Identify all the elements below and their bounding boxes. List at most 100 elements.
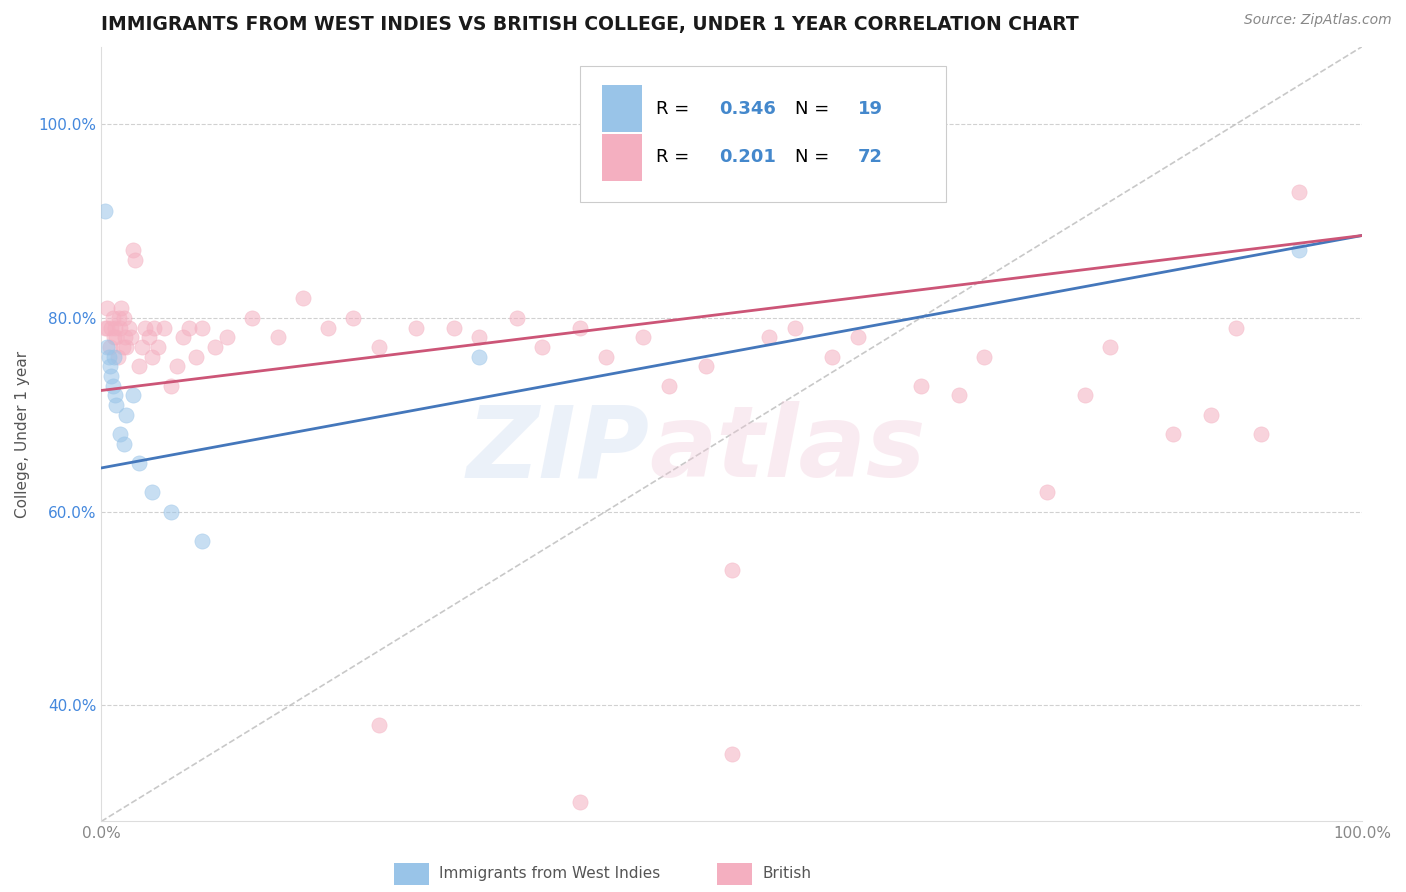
Point bbox=[115, 408, 138, 422]
Text: 72: 72 bbox=[858, 148, 883, 167]
Point bbox=[108, 310, 131, 325]
Point bbox=[191, 533, 214, 548]
Point bbox=[172, 330, 194, 344]
Point bbox=[267, 330, 290, 344]
Point bbox=[112, 310, 135, 325]
Point bbox=[367, 340, 389, 354]
Point bbox=[110, 301, 132, 315]
Point bbox=[316, 320, 339, 334]
Point bbox=[367, 717, 389, 731]
Point bbox=[1250, 427, 1272, 442]
Text: ZIP: ZIP bbox=[467, 401, 650, 498]
Point bbox=[138, 330, 160, 344]
Point bbox=[846, 330, 869, 344]
Point bbox=[121, 243, 143, 257]
Text: 0.201: 0.201 bbox=[718, 148, 776, 167]
Point bbox=[159, 504, 181, 518]
Point bbox=[104, 320, 127, 334]
Point bbox=[184, 350, 207, 364]
Point bbox=[112, 436, 135, 450]
Point bbox=[783, 320, 806, 334]
Text: British: British bbox=[762, 866, 811, 880]
Point bbox=[115, 340, 138, 354]
Text: 19: 19 bbox=[858, 100, 883, 118]
Point bbox=[1036, 485, 1059, 500]
Point bbox=[166, 359, 188, 374]
Point bbox=[569, 320, 592, 334]
Point bbox=[121, 388, 143, 402]
Text: atlas: atlas bbox=[650, 401, 927, 498]
Text: N =: N = bbox=[794, 100, 835, 118]
Point bbox=[720, 563, 742, 577]
Point bbox=[179, 320, 201, 334]
Point bbox=[468, 350, 491, 364]
Point bbox=[98, 340, 121, 354]
Point bbox=[103, 350, 125, 364]
Point bbox=[153, 320, 176, 334]
Point bbox=[111, 340, 134, 354]
FancyBboxPatch shape bbox=[602, 134, 643, 181]
Point bbox=[291, 292, 314, 306]
Point bbox=[120, 330, 142, 344]
Text: Immigrants from West Indies: Immigrants from West Indies bbox=[439, 866, 659, 880]
Point bbox=[101, 310, 124, 325]
Point bbox=[118, 320, 141, 334]
Point bbox=[103, 330, 125, 344]
Point bbox=[1161, 427, 1184, 442]
Point bbox=[720, 747, 742, 761]
Point bbox=[134, 320, 156, 334]
Point bbox=[1073, 388, 1095, 402]
Point bbox=[94, 204, 117, 219]
Point bbox=[141, 350, 163, 364]
Point bbox=[910, 378, 932, 392]
Point bbox=[217, 330, 239, 344]
Point bbox=[1098, 340, 1121, 354]
Text: 0.346: 0.346 bbox=[718, 100, 776, 118]
Text: R =: R = bbox=[657, 100, 695, 118]
Point bbox=[405, 320, 427, 334]
FancyBboxPatch shape bbox=[602, 86, 643, 132]
Point bbox=[1288, 185, 1310, 199]
Point bbox=[114, 330, 136, 344]
Text: Source: ZipAtlas.com: Source: ZipAtlas.com bbox=[1244, 13, 1392, 28]
Point bbox=[342, 310, 364, 325]
Point bbox=[1288, 243, 1310, 257]
Point bbox=[100, 320, 122, 334]
Point bbox=[94, 320, 117, 334]
Point bbox=[443, 320, 465, 334]
Point bbox=[105, 330, 128, 344]
Point bbox=[758, 330, 780, 344]
Text: N =: N = bbox=[794, 148, 835, 167]
Point bbox=[658, 378, 681, 392]
Point bbox=[107, 350, 129, 364]
Point bbox=[101, 378, 124, 392]
Point bbox=[104, 388, 127, 402]
Point bbox=[128, 456, 150, 470]
Point bbox=[131, 340, 153, 354]
Point bbox=[595, 350, 617, 364]
Point bbox=[105, 398, 128, 412]
Point bbox=[96, 301, 118, 315]
Point bbox=[204, 340, 226, 354]
Point bbox=[531, 340, 554, 354]
Point bbox=[146, 340, 169, 354]
Point bbox=[948, 388, 970, 402]
Point bbox=[98, 359, 121, 374]
Text: IMMIGRANTS FROM WEST INDIES VS BRITISH COLLEGE, UNDER 1 YEAR CORRELATION CHART: IMMIGRANTS FROM WEST INDIES VS BRITISH C… bbox=[101, 15, 1078, 34]
Point bbox=[124, 252, 146, 267]
Point bbox=[468, 330, 491, 344]
Point bbox=[108, 320, 131, 334]
Text: R =: R = bbox=[657, 148, 695, 167]
Point bbox=[506, 310, 529, 325]
Point bbox=[143, 320, 166, 334]
Point bbox=[96, 320, 118, 334]
Point bbox=[973, 350, 995, 364]
Point bbox=[821, 350, 844, 364]
Y-axis label: College, Under 1 year: College, Under 1 year bbox=[15, 351, 30, 517]
Point bbox=[1199, 408, 1222, 422]
FancyBboxPatch shape bbox=[581, 66, 946, 202]
Point bbox=[96, 340, 118, 354]
Point bbox=[100, 368, 122, 383]
Point bbox=[97, 350, 120, 364]
Point bbox=[1225, 320, 1247, 334]
